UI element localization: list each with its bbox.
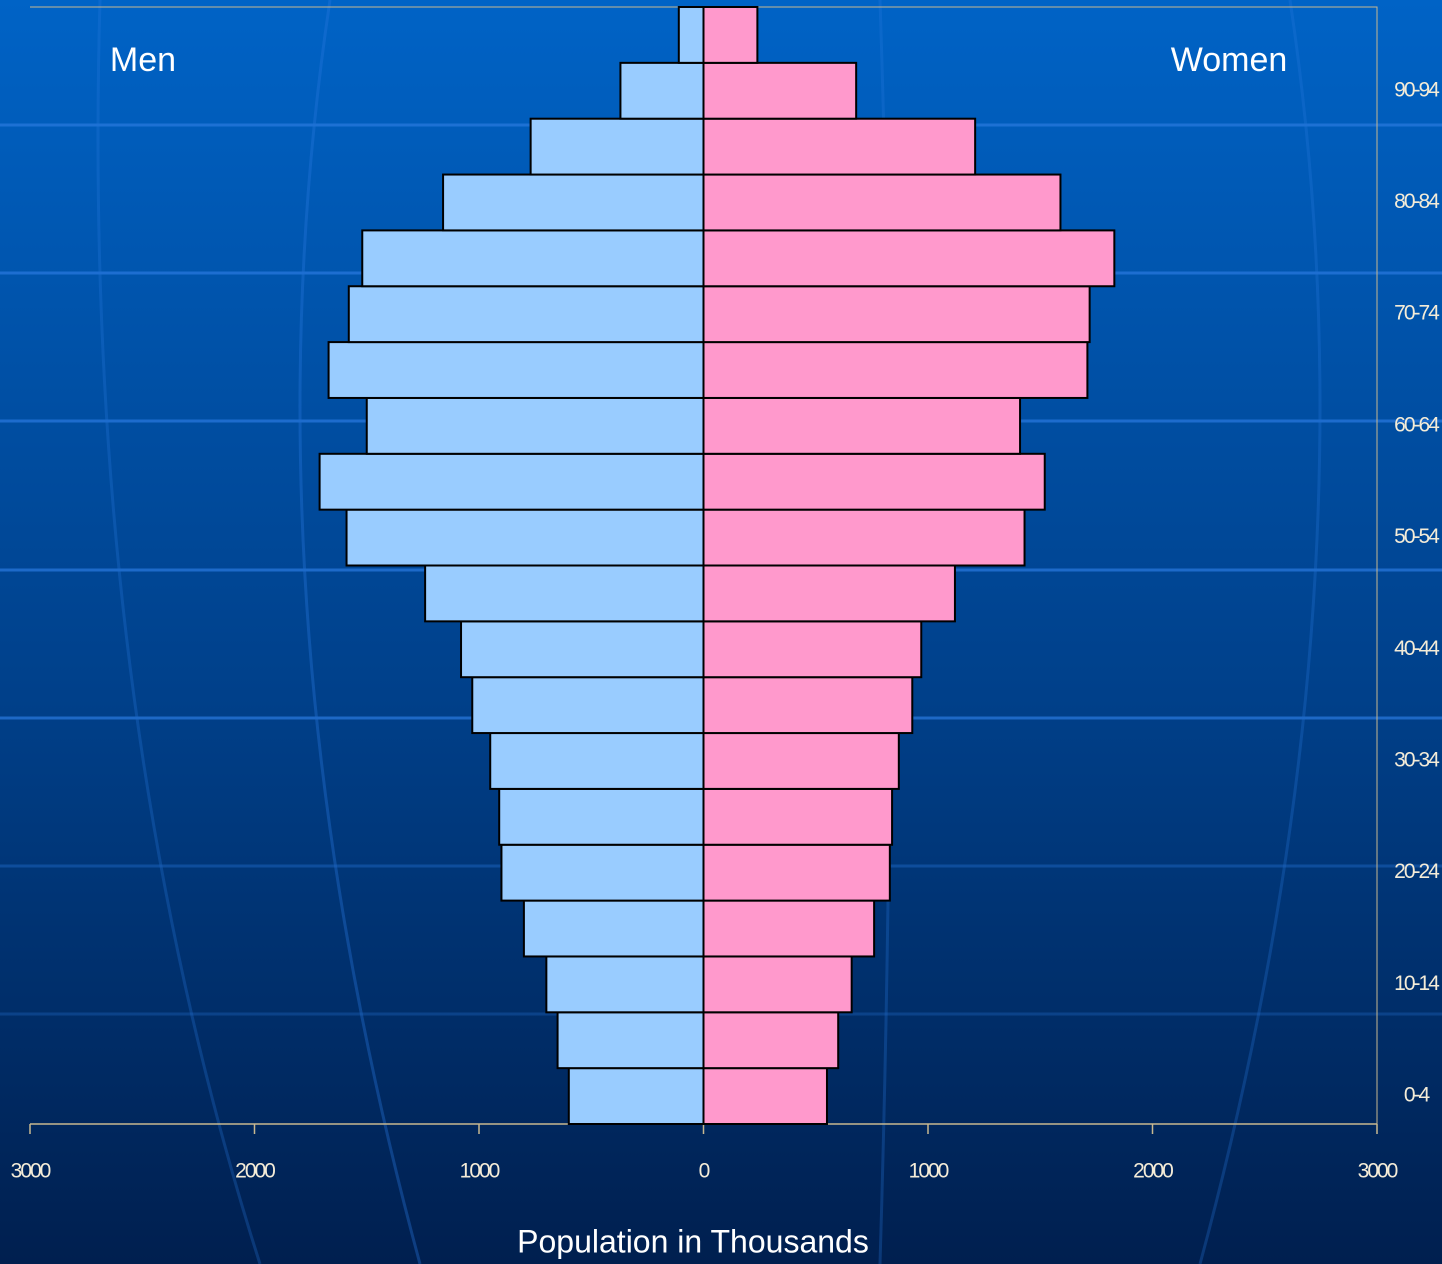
bar (702, 6, 759, 64)
bar (702, 117, 977, 176)
bar (522, 899, 705, 958)
bar (702, 396, 1022, 455)
bar (556, 1011, 705, 1070)
bar (489, 732, 705, 790)
y-tick-label: 40-44 (1394, 637, 1440, 660)
bar (702, 452, 1046, 511)
y-tick-label: 80-84 (1394, 190, 1440, 213)
y-tick-label: 90-94 (1394, 78, 1440, 101)
bar (545, 955, 705, 1014)
y-tick-label: 60-64 (1394, 413, 1440, 436)
bar (702, 955, 853, 1014)
bar (702, 676, 914, 735)
bar (424, 564, 705, 623)
bar (365, 396, 705, 455)
bar (702, 899, 876, 958)
bar (702, 229, 1116, 288)
bar (347, 285, 705, 344)
bar (498, 787, 705, 846)
bar (702, 341, 1089, 399)
bar (702, 732, 900, 790)
y-tick-label: 50-54 (1394, 525, 1440, 548)
x-tick-label: 1000 (460, 1160, 500, 1183)
bar (702, 1067, 828, 1126)
x-tick-label: 1000 (909, 1160, 949, 1183)
y-tick-label: 10-14 (1394, 972, 1440, 995)
bar (702, 61, 858, 120)
bar (318, 452, 705, 511)
bar (567, 1067, 705, 1126)
x-tick-label: 3000 (11, 1160, 51, 1183)
bar (702, 285, 1091, 344)
bar (460, 620, 705, 679)
series-label: Women (1171, 41, 1288, 79)
bar (529, 117, 705, 176)
y-tick-label: 30-34 (1394, 749, 1440, 772)
bar (471, 676, 705, 735)
bar (702, 564, 956, 623)
x-tick-label: 3000 (1358, 1160, 1398, 1183)
x-axis-title: Population in Thousands (517, 1223, 869, 1259)
bar (500, 843, 705, 902)
plot-frame (30, 6, 1378, 1124)
bar (619, 61, 705, 120)
bar (677, 6, 705, 64)
series-label: Men (110, 41, 176, 79)
bar (702, 173, 1062, 232)
y-tick-label: 70-74 (1394, 302, 1440, 325)
bar (702, 508, 1026, 567)
bar (327, 341, 705, 399)
x-tick-label: 2000 (235, 1160, 275, 1183)
x-tick-label: 0 (699, 1160, 710, 1183)
bar (442, 173, 705, 232)
bar (361, 229, 705, 288)
bar (702, 620, 923, 679)
y-tick-label: 0-4 (1404, 1084, 1431, 1107)
bar (702, 1011, 840, 1070)
bar (345, 508, 705, 567)
bar (702, 843, 891, 902)
y-tick-label: 20-24 (1394, 860, 1440, 883)
x-tick-label: 2000 (1133, 1160, 1173, 1183)
bar (702, 787, 894, 846)
